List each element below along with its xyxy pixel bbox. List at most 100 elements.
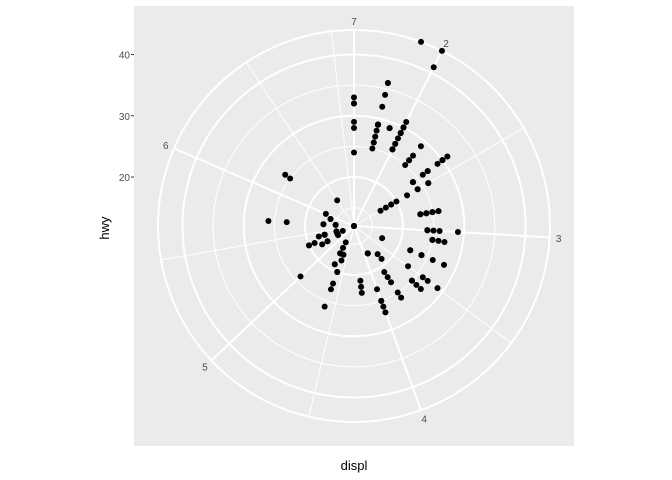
data-point [311, 239, 318, 246]
data-point [417, 286, 424, 293]
data-point [430, 227, 437, 234]
data-point [377, 207, 384, 214]
data-point [330, 280, 337, 287]
data-point [321, 303, 328, 310]
minor-spoke-gridline [353, 225, 512, 344]
data-point [418, 38, 425, 45]
major-spoke-gridline [353, 225, 422, 411]
radius-tick-label: 40 [119, 51, 131, 62]
data-point [373, 127, 380, 134]
data-point [379, 235, 386, 242]
data-point [404, 192, 411, 199]
data-point [331, 261, 338, 268]
data-point [327, 215, 334, 222]
data-point [375, 121, 382, 128]
data-point [384, 274, 391, 281]
data-point [430, 64, 437, 71]
data-point [417, 211, 424, 218]
data-point [386, 125, 393, 132]
data-point [334, 269, 341, 276]
data-point [381, 269, 388, 276]
data-point [282, 171, 289, 178]
data-point [436, 227, 443, 234]
data-point [379, 103, 386, 110]
theta-tick-label: 3 [556, 234, 562, 245]
data-point [429, 209, 436, 216]
data-point [423, 210, 430, 217]
data-point [400, 124, 407, 131]
theta-tick-label: 2 [443, 39, 449, 50]
data-point [394, 289, 401, 296]
data-point [438, 47, 445, 54]
data-point [382, 309, 389, 316]
data-point [324, 238, 331, 245]
data-point [334, 197, 341, 204]
theta-tick-label: 4 [421, 415, 427, 426]
data-point [434, 160, 441, 167]
data-point [382, 91, 389, 98]
data-point [333, 228, 340, 235]
major-spoke-gridline [210, 225, 355, 362]
data-point [369, 145, 376, 152]
data-point [419, 171, 426, 178]
data-point [340, 251, 347, 258]
data-point [351, 118, 357, 125]
data-point [351, 100, 357, 107]
data-point [357, 277, 364, 284]
data-point [414, 186, 421, 193]
data-point [424, 168, 431, 175]
data-point [417, 143, 424, 150]
data-point [358, 283, 365, 290]
data-point [380, 303, 387, 310]
data-point [389, 146, 396, 153]
data-point [410, 152, 417, 159]
data-point [338, 257, 345, 264]
data-point [327, 286, 334, 293]
data-point [297, 273, 304, 280]
theta-tick-label: 5 [202, 363, 208, 374]
data-point [406, 157, 413, 164]
data-point [374, 286, 381, 293]
data-point [444, 153, 451, 160]
data-point [319, 241, 326, 248]
data-point [340, 244, 346, 251]
data-point [440, 261, 447, 268]
data-point [370, 139, 377, 146]
data-point [403, 119, 410, 125]
data-point [425, 180, 432, 187]
data-point [358, 289, 365, 296]
data-points [265, 38, 461, 316]
data-point [424, 277, 431, 284]
data-point [429, 236, 436, 243]
theta-axis-ticks: 2 3 4 5 6 7 [163, 17, 562, 426]
data-point [392, 140, 399, 147]
data-point [439, 157, 446, 164]
data-point [332, 221, 339, 228]
data-point [394, 135, 401, 142]
minor-spoke-gridline [330, 31, 355, 227]
data-point [384, 79, 391, 86]
data-point [382, 204, 389, 211]
data-point [351, 223, 357, 229]
data-point [283, 219, 290, 226]
data-point [419, 274, 426, 281]
data-point [322, 210, 329, 217]
data-point [402, 162, 409, 168]
y-axis-title: hwy [97, 216, 112, 240]
data-point [321, 231, 328, 238]
data-point [378, 297, 385, 304]
major-spoke-gridline [353, 225, 550, 239]
data-point [306, 242, 313, 249]
data-point [429, 256, 436, 263]
data-point [435, 237, 442, 244]
data-point [398, 294, 405, 301]
data-point [287, 175, 294, 182]
data-point [339, 227, 346, 234]
data-point [397, 129, 404, 136]
data-point [407, 247, 414, 254]
data-point [388, 201, 395, 208]
data-point [424, 227, 431, 234]
data-point [408, 277, 415, 284]
data-point [351, 94, 357, 101]
